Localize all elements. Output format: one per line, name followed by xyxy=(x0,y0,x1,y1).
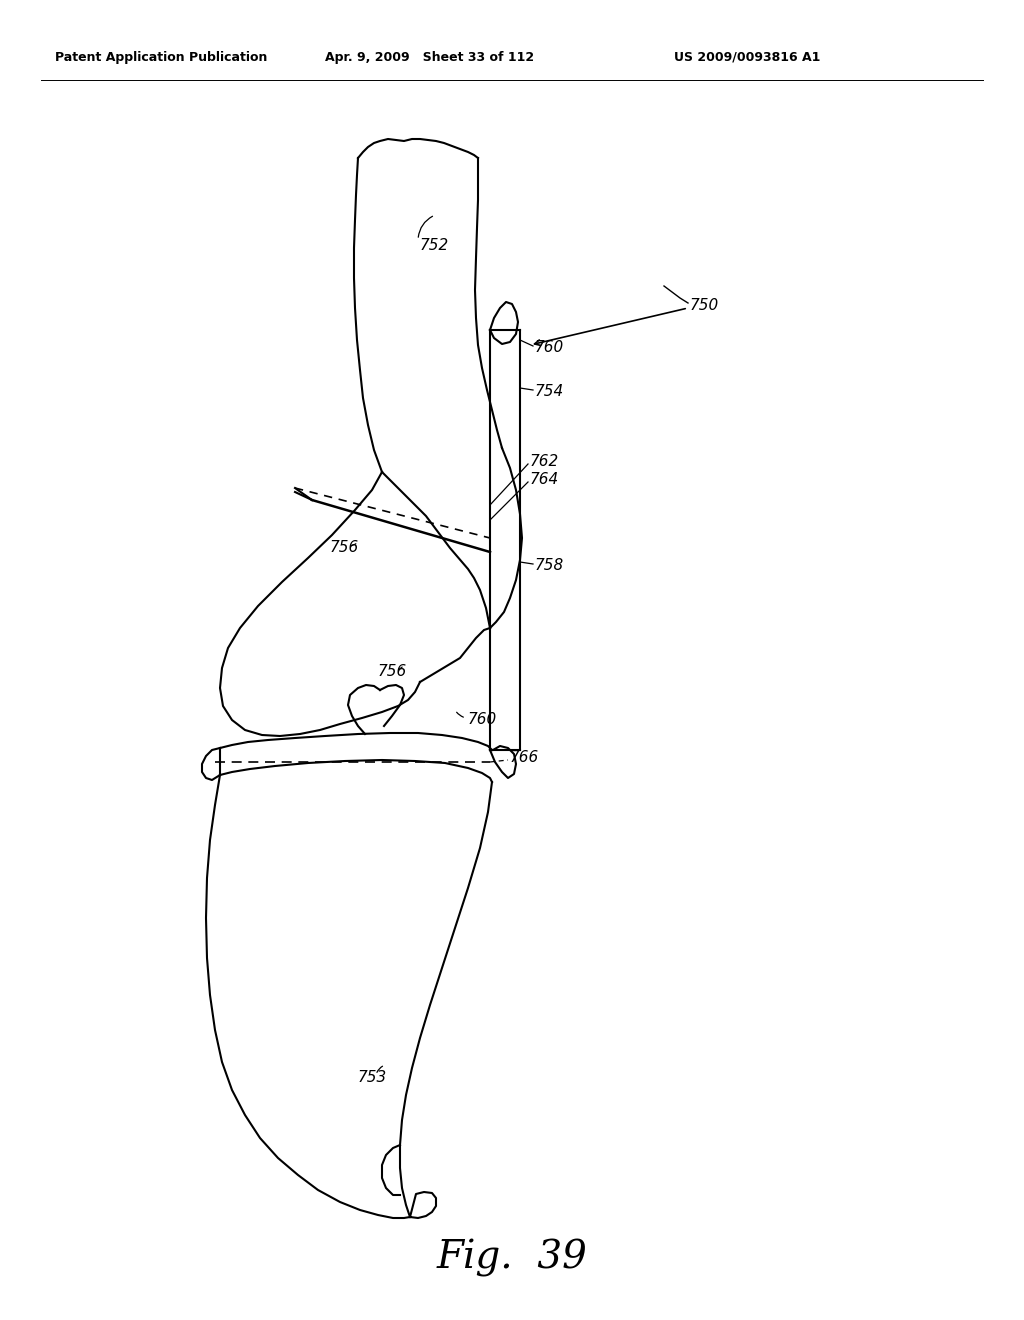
Text: Patent Application Publication: Patent Application Publication xyxy=(55,50,267,63)
Text: 756: 756 xyxy=(378,664,408,680)
Text: US 2009/0093816 A1: US 2009/0093816 A1 xyxy=(674,50,820,63)
Text: 766: 766 xyxy=(510,751,540,766)
Text: 758: 758 xyxy=(535,557,564,573)
Text: Fig.  39: Fig. 39 xyxy=(436,1239,588,1276)
Text: 762: 762 xyxy=(530,454,559,470)
Text: 750: 750 xyxy=(690,297,719,313)
Text: 760: 760 xyxy=(535,341,564,355)
Text: 754: 754 xyxy=(535,384,564,400)
Text: 764: 764 xyxy=(530,473,559,487)
Text: 756: 756 xyxy=(330,540,359,556)
Text: 752: 752 xyxy=(420,238,450,252)
Text: Apr. 9, 2009   Sheet 33 of 112: Apr. 9, 2009 Sheet 33 of 112 xyxy=(326,50,535,63)
Text: 760: 760 xyxy=(468,713,498,727)
Text: 753: 753 xyxy=(358,1071,387,1085)
